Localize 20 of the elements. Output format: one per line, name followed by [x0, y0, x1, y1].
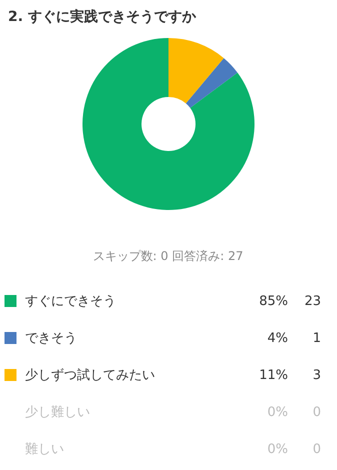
legend-label: 少しずつ試してみたい: [25, 368, 155, 383]
donut-slice: [82, 38, 254, 210]
data-label: 3: [312, 368, 321, 383]
legend-label: すぐにできそう: [25, 294, 116, 309]
text: 4%: [267, 331, 288, 346]
donut-slice: [186, 58, 238, 108]
data-label: 23: [304, 294, 321, 309]
text: 11%: [259, 368, 288, 383]
text: 0%: [267, 442, 288, 457]
category-label: 少し難しい: [25, 405, 90, 420]
text: スキップ数: 0 回答済み: 27: [92, 249, 244, 263]
text: 0: [312, 442, 321, 457]
text: 85%: [259, 294, 288, 309]
donut-slice: [168, 38, 224, 104]
data-label: 1: [312, 331, 321, 346]
legend-label: できそう: [25, 331, 77, 346]
chart-title: 2. すぐに実践できそうですか: [8, 8, 197, 25]
category-label: 難しい: [25, 442, 64, 457]
text: 0: [312, 405, 321, 420]
text: 0%: [267, 405, 288, 420]
